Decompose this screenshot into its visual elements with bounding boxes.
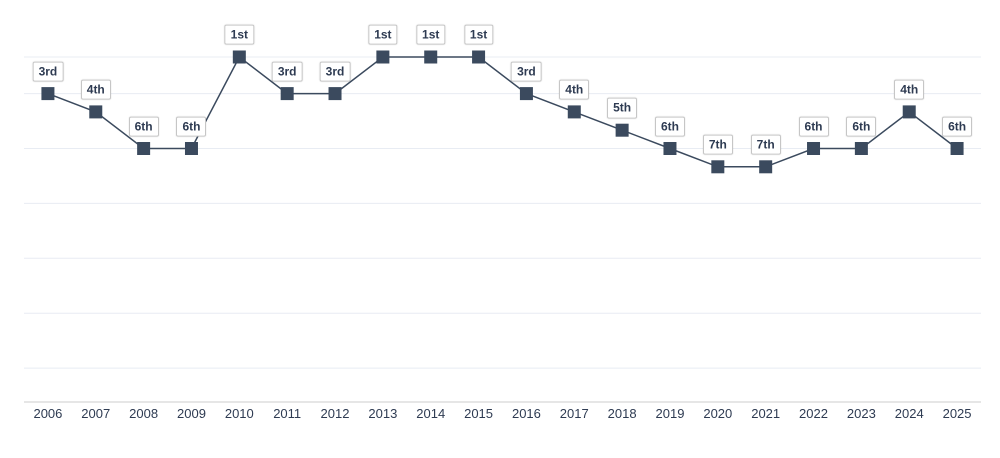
data-point-marker[interactable] [854, 142, 868, 155]
data-point-marker[interactable] [807, 142, 821, 155]
x-axis-tick-label: 2009 [177, 406, 206, 421]
data-point-marker[interactable] [567, 105, 581, 119]
data-point-label: 6th [798, 116, 829, 137]
x-axis-tick-label: 2007 [81, 406, 111, 421]
x-axis-tick-label: 2021 [751, 406, 781, 421]
data-point-label: 3rd [319, 61, 351, 82]
x-axis-tick-label: 2016 [511, 406, 541, 421]
x-axis-tick-label: 2008 [129, 406, 159, 421]
x-axis-tick-label: 2019 [655, 406, 685, 421]
data-point-label: 1st [368, 24, 398, 45]
data-point-marker[interactable] [424, 50, 438, 64]
data-point-marker[interactable] [615, 123, 629, 137]
data-point-marker[interactable] [137, 142, 151, 155]
data-point-label: 3rd [511, 61, 542, 82]
data-point-label: 1st [416, 24, 446, 45]
data-point-label: 1st [463, 24, 494, 45]
gridlines [24, 56, 981, 369]
data-point-label: 7th [702, 134, 733, 155]
data-point-marker[interactable] [280, 87, 294, 101]
x-axis-tick-label: 2014 [416, 406, 446, 421]
data-point-marker[interactable] [328, 87, 342, 101]
x-axis-tick-label: 2010 [224, 406, 254, 421]
x-axis-tick-label: 2015 [464, 406, 494, 421]
x-axis-tick-label: 2017 [559, 406, 589, 421]
data-point-label: 3rd [32, 61, 64, 82]
data-point-marker[interactable] [89, 105, 103, 119]
data-point-label: 7th [750, 134, 781, 155]
data-point-marker[interactable] [472, 50, 486, 64]
data-point-marker[interactable] [663, 142, 677, 155]
x-axis-tick-label: 2011 [273, 406, 302, 421]
data-point-marker[interactable] [519, 87, 533, 101]
data-point-marker[interactable] [184, 142, 198, 155]
x-axis-tick-label: 2025 [942, 406, 972, 421]
data-point-label: 6th [128, 116, 159, 137]
series-line-group [47, 55, 958, 168]
x-axis-tick-label: 2024 [894, 406, 924, 421]
data-point-marker[interactable] [759, 160, 773, 174]
data-point-marker[interactable] [950, 142, 964, 155]
data-point-marker[interactable] [232, 50, 246, 64]
data-point-marker[interactable] [902, 105, 916, 119]
data-point-marker[interactable] [711, 160, 725, 174]
data-point-label: 6th [654, 116, 685, 137]
x-axis-tick-label: 2020 [703, 406, 733, 421]
x-axis-tick-label: 2012 [320, 406, 350, 421]
data-point-marker[interactable] [376, 50, 390, 64]
x-axis-tick-label: 2006 [33, 406, 63, 421]
data-point-label: 6th [942, 116, 973, 137]
markers-group [41, 50, 964, 174]
data-point-label: 3rd [271, 61, 303, 82]
x-axis-tick-label: 2018 [607, 406, 637, 421]
series-line [47, 55, 958, 168]
data-point-label: 6th [176, 116, 207, 137]
data-point-marker[interactable] [41, 87, 55, 101]
x-axis-tick-label: 2023 [846, 406, 876, 421]
data-point-label: 4th [894, 79, 925, 100]
x-axis-tick-label: 2022 [799, 406, 828, 421]
data-point-label: 6th [846, 116, 877, 137]
x-axis-tick-label: 2013 [368, 406, 398, 421]
data-point-label: 5th [607, 97, 638, 119]
data-point-label: 1st [224, 24, 254, 45]
data-point-label: 4th [80, 79, 111, 100]
data-point-label: 4th [559, 79, 590, 100]
